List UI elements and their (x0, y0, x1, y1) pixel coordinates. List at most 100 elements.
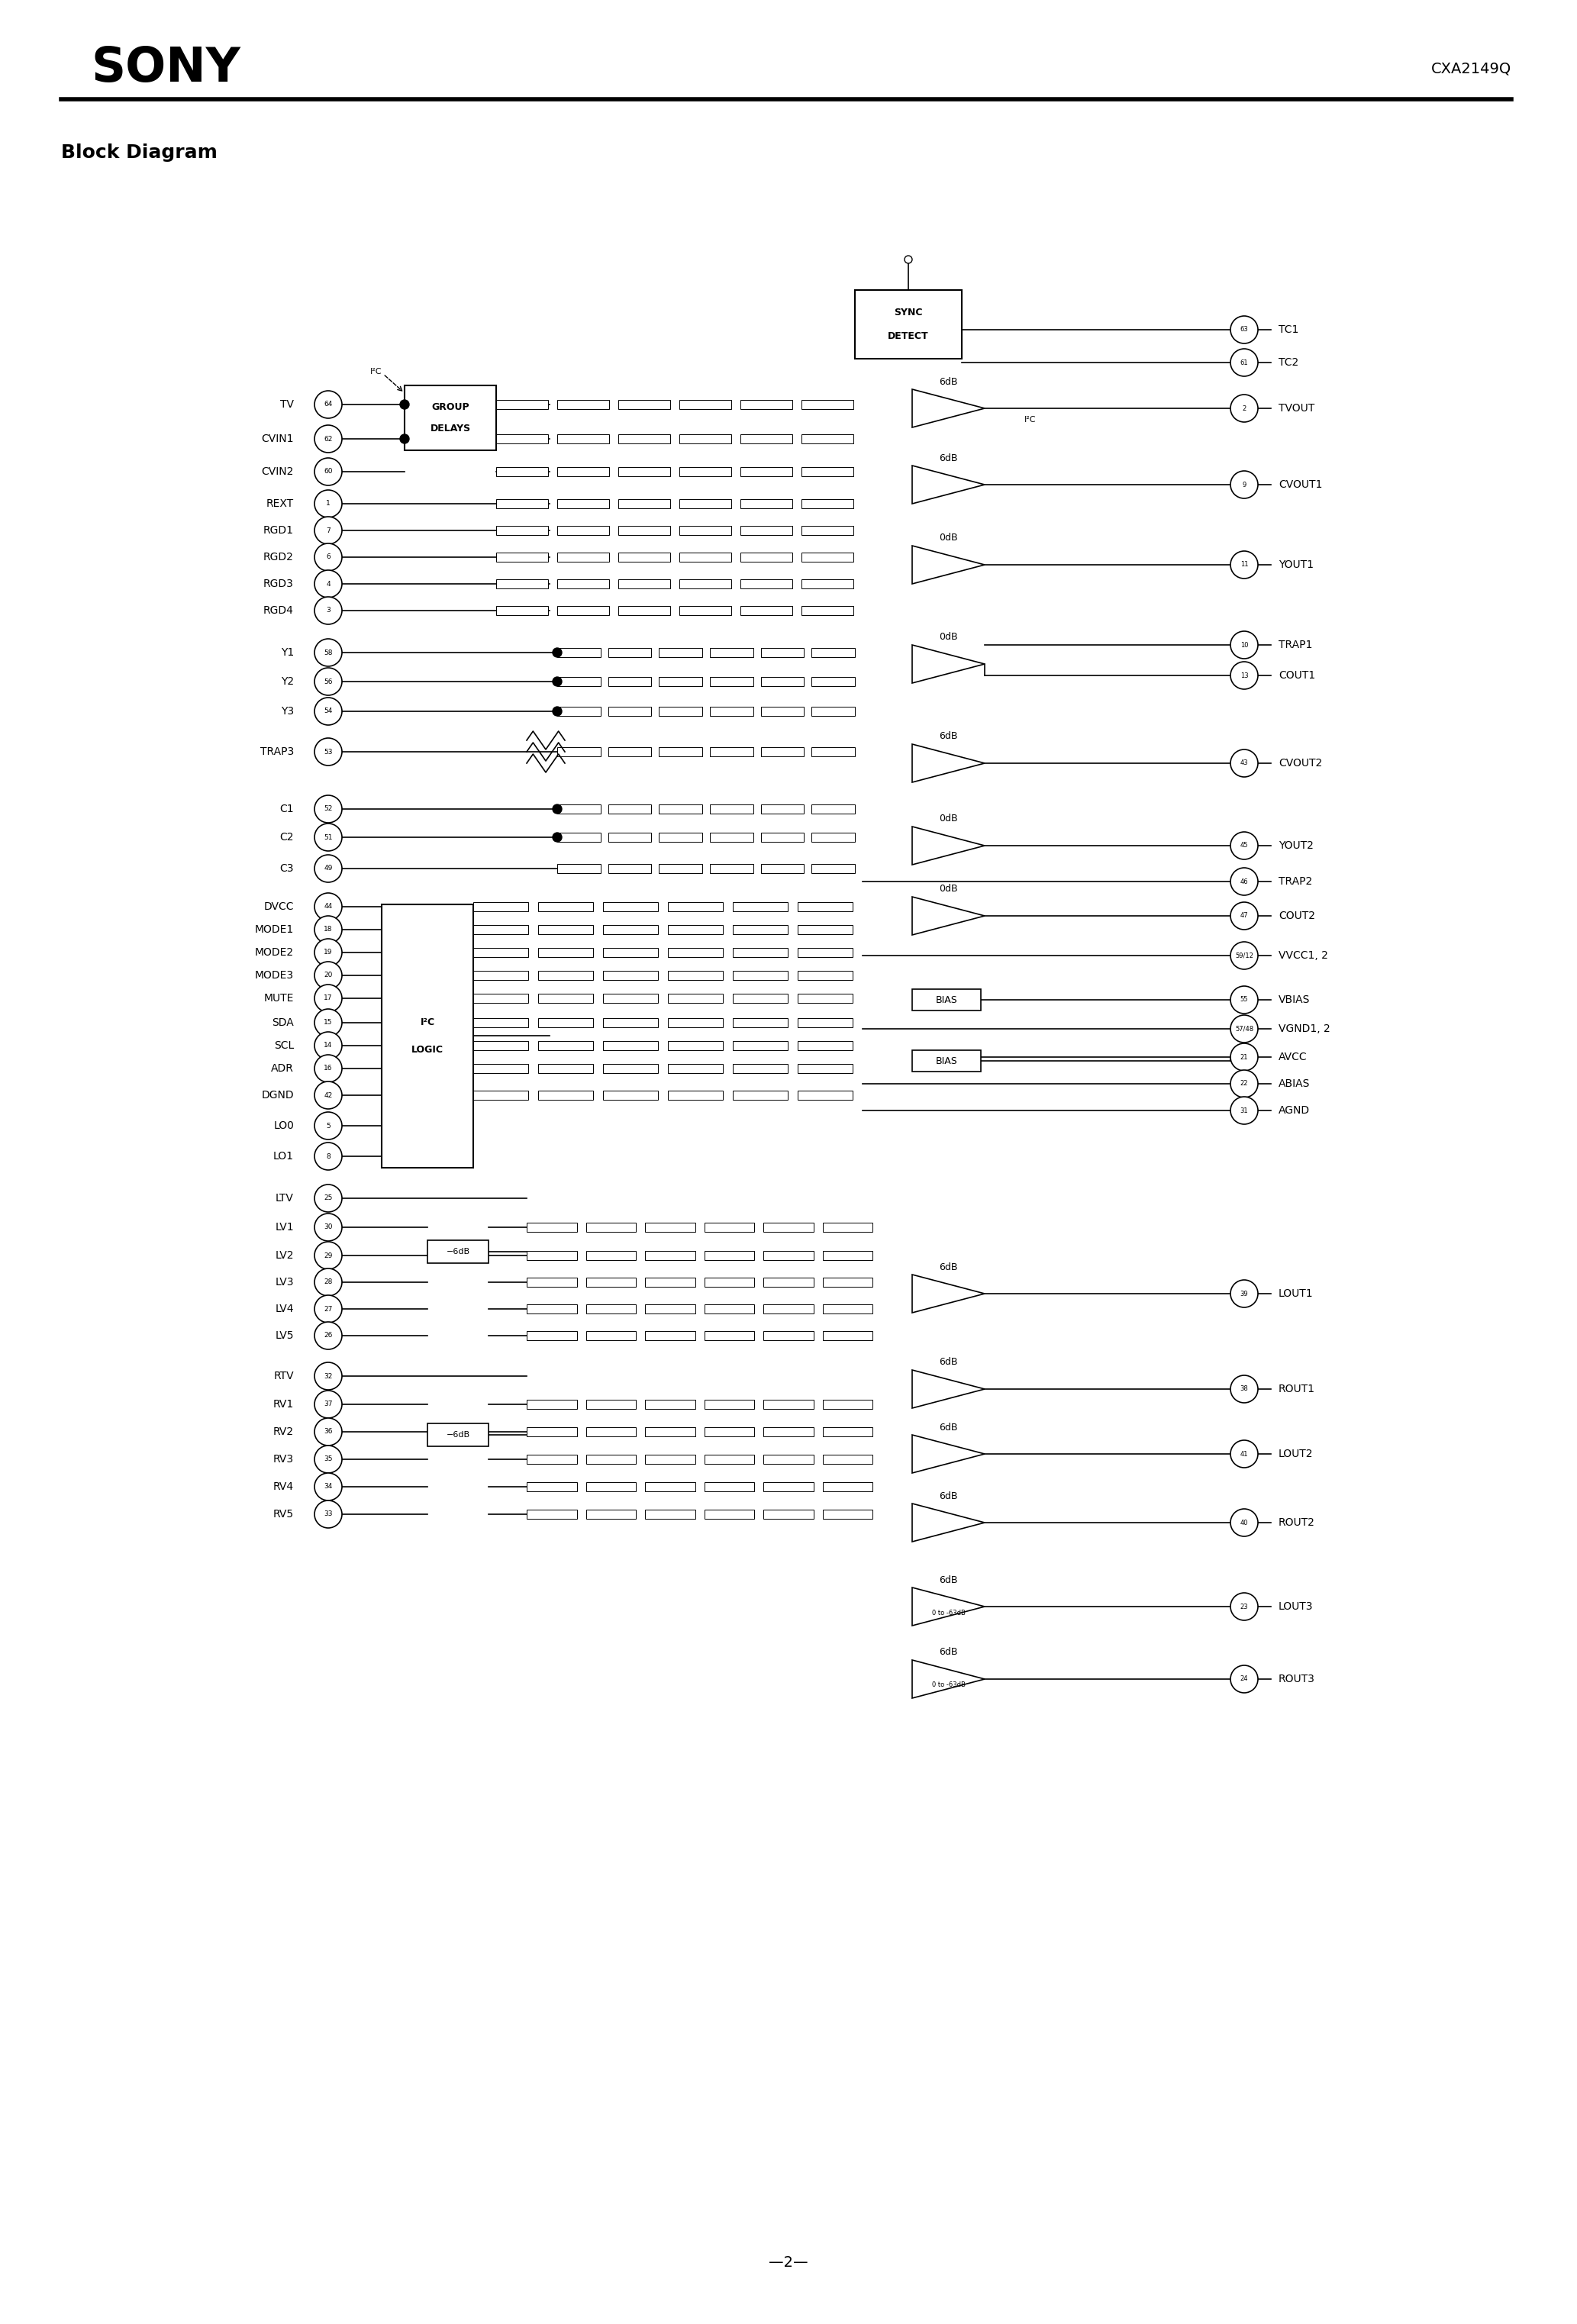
Bar (473, 971, 528, 981)
Bar (763, 1332, 814, 1341)
Bar (680, 553, 732, 562)
Bar (609, 706, 651, 716)
Bar (763, 1278, 814, 1287)
Circle shape (314, 1294, 342, 1322)
Bar (798, 1090, 853, 1099)
Bar (763, 1427, 814, 1436)
Text: MUTE: MUTE (263, 992, 293, 1004)
Circle shape (1230, 1281, 1258, 1308)
Bar (801, 500, 853, 509)
Text: COUT2: COUT2 (1279, 911, 1315, 920)
Text: I²C: I²C (371, 367, 382, 376)
Text: 0 to -63dB: 0 to -63dB (932, 1608, 965, 1615)
Text: 51: 51 (323, 834, 333, 841)
Circle shape (552, 676, 561, 686)
Text: RV4: RV4 (273, 1480, 293, 1492)
Circle shape (314, 1081, 342, 1109)
Bar (710, 648, 754, 658)
Text: VVCC1, 2: VVCC1, 2 (1279, 951, 1328, 960)
Bar (527, 1483, 577, 1492)
Bar (557, 676, 601, 686)
Circle shape (1230, 748, 1258, 776)
Circle shape (1230, 1043, 1258, 1071)
Bar (557, 467, 609, 476)
Bar (538, 1041, 593, 1050)
Bar (427, 1241, 489, 1264)
Bar (645, 1483, 695, 1492)
Bar (763, 1304, 814, 1313)
Circle shape (552, 804, 561, 813)
Bar (585, 1304, 636, 1313)
Bar (602, 925, 658, 934)
Bar (705, 1427, 754, 1436)
Bar (733, 971, 788, 981)
Bar (602, 1041, 658, 1050)
Text: ADR: ADR (271, 1062, 293, 1074)
Bar (760, 648, 804, 658)
Text: SDA: SDA (271, 1018, 293, 1027)
Circle shape (314, 916, 342, 944)
Circle shape (1230, 632, 1258, 658)
Circle shape (1230, 349, 1258, 376)
Circle shape (401, 435, 408, 444)
Bar (473, 1018, 528, 1027)
Bar (602, 902, 658, 911)
Bar (798, 1064, 853, 1074)
Bar (855, 290, 962, 358)
Text: 57/48: 57/48 (1235, 1025, 1254, 1032)
Bar (912, 990, 981, 1011)
Bar (823, 1455, 872, 1464)
Text: 27: 27 (323, 1306, 333, 1313)
Bar (812, 804, 855, 813)
Circle shape (314, 1269, 342, 1297)
Text: C3: C3 (279, 862, 293, 874)
Text: MODE3: MODE3 (255, 969, 293, 981)
Bar (705, 1511, 754, 1520)
Bar (912, 1050, 981, 1071)
Text: 34: 34 (323, 1483, 333, 1490)
Circle shape (314, 516, 342, 544)
Bar (538, 1064, 593, 1074)
Text: 63: 63 (1240, 325, 1249, 332)
Text: 2: 2 (1243, 404, 1246, 411)
Bar (741, 553, 792, 562)
Bar (812, 706, 855, 716)
Bar (473, 902, 528, 911)
Circle shape (314, 425, 342, 453)
Text: LO1: LO1 (273, 1150, 293, 1162)
Bar (733, 902, 788, 911)
Text: GROUP: GROUP (432, 402, 470, 411)
Text: 49: 49 (323, 865, 333, 872)
Bar (602, 971, 658, 981)
Circle shape (1230, 1069, 1258, 1097)
Bar (710, 865, 754, 874)
Bar (710, 804, 754, 813)
Bar (557, 579, 609, 588)
Circle shape (314, 855, 342, 883)
Text: RGD3: RGD3 (263, 579, 293, 590)
Bar (538, 948, 593, 957)
Bar (497, 607, 549, 616)
Bar (497, 435, 549, 444)
Text: 6dB: 6dB (938, 732, 957, 741)
Text: LOGIC: LOGIC (412, 1046, 443, 1055)
Bar (557, 435, 609, 444)
Bar (527, 1511, 577, 1520)
Text: BIAS: BIAS (935, 995, 957, 1004)
Text: 1: 1 (326, 500, 331, 507)
Bar (527, 1332, 577, 1341)
Bar (538, 902, 593, 911)
Text: 6dB: 6dB (938, 1576, 957, 1585)
Text: DGND: DGND (262, 1090, 293, 1102)
Bar (733, 995, 788, 1004)
Bar (557, 832, 601, 841)
Bar (669, 1041, 722, 1050)
Bar (812, 865, 855, 874)
Bar (733, 1041, 788, 1050)
Bar (710, 706, 754, 716)
Bar (585, 1250, 636, 1260)
Bar (557, 525, 609, 535)
Bar (823, 1222, 872, 1232)
Bar (798, 925, 853, 934)
Bar (763, 1222, 814, 1232)
